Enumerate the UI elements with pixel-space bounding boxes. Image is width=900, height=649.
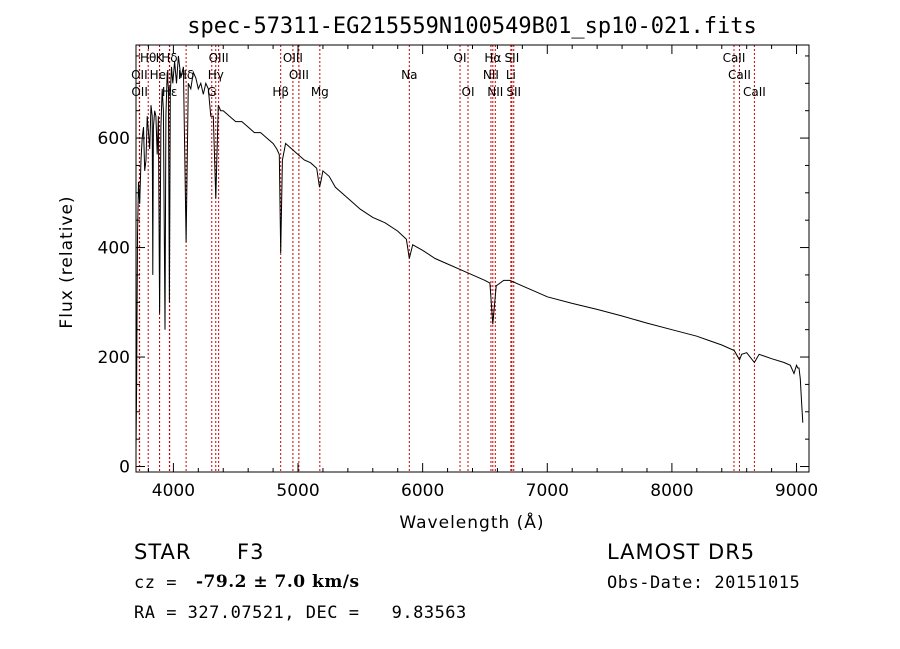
line-label-21: SII — [505, 51, 520, 65]
line-label-11: Hβ — [272, 85, 289, 99]
line-label-13: OIII — [289, 68, 309, 82]
line-label-10: G — [207, 85, 216, 99]
x-tick-label-5000: 5000 — [276, 481, 319, 501]
line-label-23: SII — [506, 85, 521, 99]
redshift-label: cz = — [134, 573, 188, 593]
x-axis-label: Wavelength (Å) — [399, 511, 544, 533]
x-axis-ticks: 4000 5000 6000 7000 8000 9000 — [147, 45, 818, 501]
x-tick-label-7000: 7000 — [526, 481, 569, 501]
line-label-8: OIII — [209, 51, 229, 65]
x-tick-label-9000: 9000 — [775, 481, 818, 501]
observation-date: Obs-Date: 20151015 — [607, 573, 801, 593]
line-label-3: K — [156, 51, 165, 65]
y-tick-label-400: 400 — [98, 239, 130, 259]
line-label-2: OII — [131, 85, 148, 99]
line-label-15: Na — [401, 68, 417, 82]
spectrum-series-line — [135, 55, 804, 451]
y-tick-label-0: 0 — [119, 458, 130, 478]
y-tick-label-600: 600 — [98, 129, 130, 149]
chart-title: spec-57311-EG215559N100549B01_sp10-021.f… — [187, 14, 757, 39]
line-label-6: Hδ — [161, 51, 177, 65]
plot-frame — [135, 44, 810, 473]
line-label-0: Hθ — [140, 51, 156, 65]
object-class: STAR — [134, 540, 192, 564]
x-tick-label-6000: 6000 — [401, 481, 444, 501]
line-label-20: NII — [487, 85, 503, 99]
y-axis-ticks: 0 200 400 600 — [98, 55, 809, 478]
survey-name: LAMOST DR5 — [607, 540, 756, 564]
line-label-24: CaII — [723, 51, 746, 65]
line-label-22: Li — [506, 68, 516, 82]
line-label-26: CaII — [743, 85, 766, 99]
y-tick-label-200: 200 — [98, 348, 130, 368]
x-tick-label-8000: 8000 — [650, 481, 693, 501]
line-label-14: Mg — [311, 85, 329, 99]
redshift-value: -79.2 ± 7.0 km/s — [196, 572, 360, 592]
line-label-1: OII — [131, 68, 148, 82]
line-label-12: OIII — [283, 51, 303, 65]
line-label-4: HeI — [150, 68, 170, 82]
line-label-19: NII — [483, 68, 499, 82]
line-label-25: CaII — [728, 68, 751, 82]
x-tick-label-4000: 4000 — [152, 481, 195, 501]
line-label-5: Hε — [162, 85, 178, 99]
coordinates: RA = 327.07521, DEC = 9.83563 — [134, 603, 467, 623]
line-label-18: Hα — [484, 51, 501, 65]
line-label-17: OI — [462, 85, 475, 99]
y-axis-label: Flux (relative) — [57, 195, 77, 328]
line-label-9: Hγ — [208, 68, 224, 82]
spectral-subclass: F3 — [237, 540, 265, 564]
line-label-16: OI — [454, 51, 467, 65]
spectral-line-markers — [138, 45, 755, 472]
